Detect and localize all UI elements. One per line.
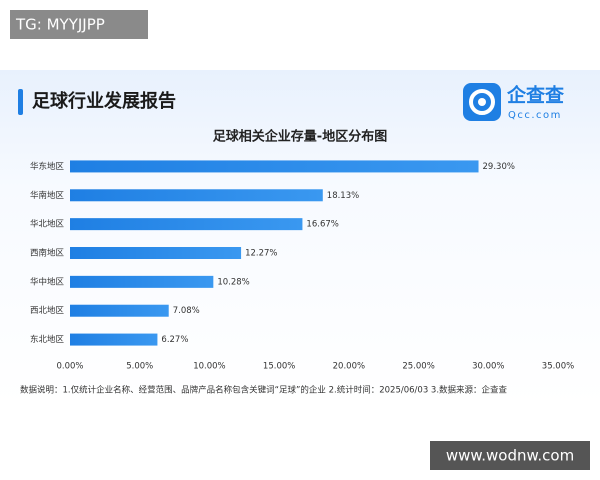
watermark-box	[430, 441, 590, 470]
x-tick-label: 35.00%	[542, 362, 574, 372]
logo-ring	[469, 89, 495, 115]
x-tick-label: 30.00%	[472, 362, 504, 372]
bar	[70, 189, 323, 202]
watermark: www.wodnw.com	[446, 447, 574, 465]
x-tick-label: 5.00%	[126, 362, 153, 372]
bar	[70, 247, 242, 259]
chart-title: 足球相关企业存量-地区分布图	[213, 129, 387, 145]
y-tick-label: 西北地区	[30, 305, 65, 316]
watermark: TG: MYYJJPP	[15, 16, 105, 34]
y-tick-label: 华北地区	[30, 219, 65, 230]
bar	[70, 304, 169, 317]
x-tick-label: 10.00%	[193, 362, 225, 372]
data-label: 29.30%	[483, 162, 515, 172]
bar	[70, 333, 158, 346]
bar	[70, 160, 479, 173]
y-tick-label: 东北地区	[30, 334, 65, 345]
y-tick-label: 华中地区	[30, 276, 65, 287]
bar	[70, 218, 303, 231]
data-label: 16.67%	[306, 220, 338, 230]
footnote: 数据说明：1.仅统计企业名称、经营范围、品牌产品名称包含关键词“足球”的企业 2…	[20, 385, 508, 396]
logo-dot	[478, 98, 486, 106]
data-label: 12.27%	[245, 249, 277, 259]
data-label: 6.27%	[161, 335, 188, 345]
watermark-box	[10, 10, 148, 39]
logo-name: 企查查	[506, 84, 565, 107]
x-tick-label: 0.00%	[56, 362, 83, 372]
x-tick-label: 25.00%	[402, 362, 434, 372]
x-tick-label: 20.00%	[333, 362, 365, 372]
bar	[70, 275, 214, 288]
data-label: 18.13%	[327, 191, 359, 201]
data-label: 7.08%	[173, 306, 200, 316]
header-title: 足球行业发展报告	[32, 90, 176, 112]
data-label: 10.28%	[217, 277, 249, 287]
x-tick-label: 15.00%	[263, 362, 295, 372]
y-tick-label: 华南地区	[30, 190, 65, 201]
card	[0, 70, 600, 406]
y-tick-label: 华东地区	[30, 161, 65, 172]
logo-url: Qcc.com	[508, 110, 562, 121]
y-tick-label: 西南地区	[30, 248, 65, 259]
header-accent	[18, 89, 23, 115]
